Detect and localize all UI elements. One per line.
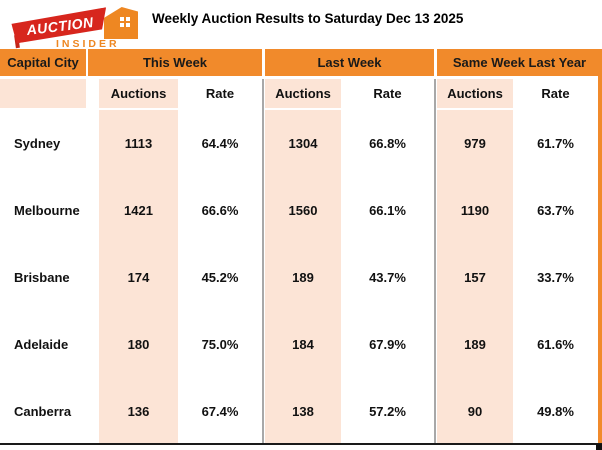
cell-rate: 33.7% <box>537 270 574 285</box>
cell-rate: 66.1% <box>369 203 406 218</box>
subheader-auctions-last-week: Auctions <box>265 79 341 108</box>
cell-rate: 67.4% <box>201 404 239 419</box>
cell-auctions: 157 <box>464 270 486 285</box>
cell-rate: 49.8% <box>537 404 574 419</box>
header-group-last-week: Last Week <box>265 49 434 76</box>
subheader-empty-cell <box>0 79 86 108</box>
auction-insider-logo: AUCTION INSIDER <box>8 4 148 50</box>
subheader-rate-same-week: Rate <box>541 86 570 101</box>
cell-auctions: 1113 <box>124 136 153 151</box>
cell-auctions: 184 <box>292 337 314 352</box>
header-group-this-week: This Week <box>88 49 262 76</box>
subheader-auctions-same-week: Auctions <box>437 79 513 108</box>
logo-wordmark-insider: INSIDER <box>56 38 120 50</box>
cell-rate: 75.0% <box>201 337 239 352</box>
subheader-rate-last-week: Rate <box>373 86 402 101</box>
cell-auctions: 189 <box>464 337 486 352</box>
row-city: Canberra <box>14 404 72 419</box>
cell-auctions: 189 <box>292 270 314 285</box>
row-city: Sydney <box>14 136 61 151</box>
cell-auctions: 90 <box>467 404 483 419</box>
row-city: Brisbane <box>14 270 70 285</box>
cell-rate: 45.2% <box>201 270 239 285</box>
subheader-auctions-this-week: Auctions <box>99 79 178 108</box>
cell-auctions: 1304 <box>288 136 318 151</box>
cell-auctions: 1560 <box>288 203 318 218</box>
cell-auctions: 138 <box>292 404 314 419</box>
cell-auctions: 979 <box>464 136 486 151</box>
window-icon <box>120 17 131 28</box>
header-group-same-week-last-year: Same Week Last Year <box>437 49 602 76</box>
cell-rate: 63.7% <box>537 203 574 218</box>
logo-wordmark-auction: AUCTION <box>25 13 95 38</box>
auctions-column-background-same-week <box>437 110 513 443</box>
row-city: Melbourne <box>14 203 80 218</box>
cell-rate: 57.2% <box>369 404 406 419</box>
cell-rate: 66.6% <box>201 203 239 218</box>
group-separator-line <box>434 79 436 443</box>
cell-rate: 61.7% <box>537 136 574 151</box>
row-city: Adelaide <box>14 337 69 352</box>
page-title: Weekly Auction Results to Saturday Dec 1… <box>152 11 464 26</box>
cell-auctions: 1190 <box>460 203 490 218</box>
table-bottom-border <box>0 443 602 445</box>
cell-rate: 61.6% <box>537 337 574 352</box>
cell-auctions: 180 <box>127 337 150 352</box>
group-separator-line <box>262 79 264 443</box>
header-capital-city: Capital City <box>0 49 86 76</box>
auctions-column-background-last-week <box>265 110 341 443</box>
cell-auctions: 1421 <box>124 203 153 218</box>
cell-rate: 64.4% <box>201 136 239 151</box>
cell-rate: 66.8% <box>369 136 406 151</box>
subheader-rate-this-week: Rate <box>205 86 235 101</box>
cell-auctions: 174 <box>127 270 150 285</box>
cell-rate: 67.9% <box>369 337 406 352</box>
table-right-border <box>598 49 602 443</box>
corner-handle <box>596 444 602 450</box>
cell-rate: 43.7% <box>369 270 406 285</box>
cell-auctions: 136 <box>127 404 150 419</box>
auctions-column-background-this-week <box>99 110 178 443</box>
